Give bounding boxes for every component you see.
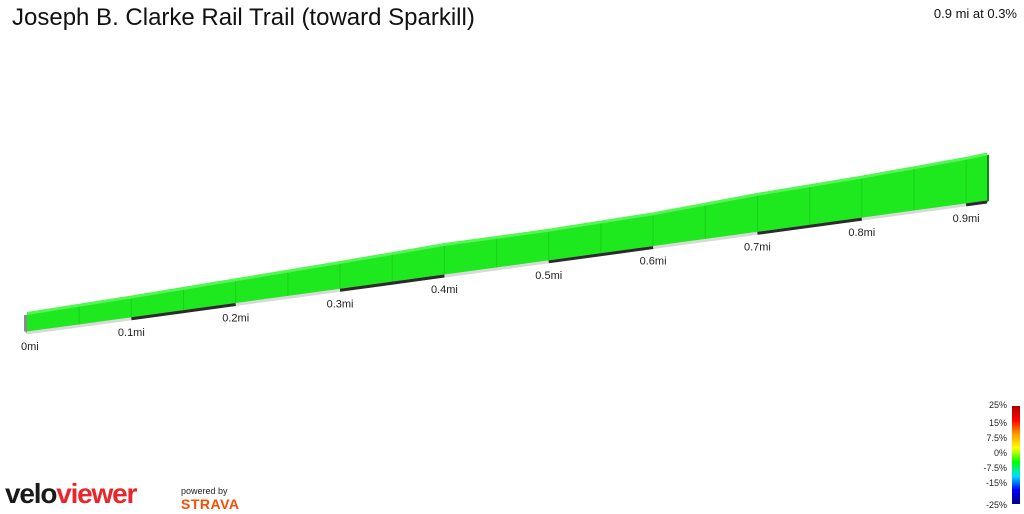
profile-end-cap <box>987 154 989 202</box>
gradient-legend-label: 25% <box>989 400 1007 410</box>
distance-tick-label: 0.4mi <box>431 284 458 296</box>
gradient-legend-labels: 25% 15% 7.5% 0% -7.5% -15% -25% <box>983 400 1007 510</box>
gradient-legend-label: 0% <box>994 448 1007 458</box>
gradient-legend-label: 15% <box>989 418 1007 428</box>
baseline-segment <box>548 246 654 264</box>
distance-tick-label: 0.3mi <box>327 298 354 310</box>
distance-grade-summary: 0.9 mi at 0.3% <box>933 6 1017 21</box>
profile-baseline <box>26 200 988 335</box>
veloviewer-logo[interactable]: veloviewer powered by STRAVA <box>5 478 245 514</box>
distance-tick-label: 0.5mi <box>535 270 562 282</box>
logo-wordmark: veloviewer <box>5 478 137 509</box>
distance-tick-label: 0.7mi <box>744 241 771 253</box>
gradient-legend-label: -7.5% <box>983 463 1007 473</box>
distance-tick-label: 0.8mi <box>848 227 875 239</box>
baseline-segment <box>339 274 445 292</box>
distance-tick-label: 0.1mi <box>118 327 145 339</box>
profile-body <box>24 152 989 334</box>
profile-face <box>26 154 988 334</box>
distance-tick-label: 0.6mi <box>640 256 667 268</box>
baseline-segment <box>965 200 988 207</box>
baseline-segment <box>757 217 862 235</box>
gradient-legend-label: -25% <box>986 500 1007 510</box>
baseline-segment <box>131 303 236 321</box>
profile-start-cap <box>24 315 27 333</box>
gradient-legend-label: -15% <box>986 478 1007 488</box>
distance-tick-label: 0.2mi <box>222 313 249 325</box>
strava-logo[interactable]: STRAVA <box>181 496 240 512</box>
distance-tick-label: 0.9mi <box>953 213 980 225</box>
powered-by-label: powered by <box>181 486 228 496</box>
gradient-legend: 25% 15% 7.5% 0% -7.5% -15% -25% <box>983 400 1020 510</box>
distance-tick-label: 0mi <box>21 341 39 353</box>
gradient-legend-bar <box>1012 406 1020 504</box>
profile-top-surface <box>27 152 987 315</box>
profile-ticks: 0mi 0.1mi 0.2mi 0.3mi 0.4mi 0.5mi 0.6mi 0.7mi 0.… <box>21 213 980 353</box>
gradient-legend-label: 7.5% <box>986 433 1007 443</box>
chart-title: Joseph B. Clarke Rail Trail (toward Spar… <box>12 4 475 31</box>
